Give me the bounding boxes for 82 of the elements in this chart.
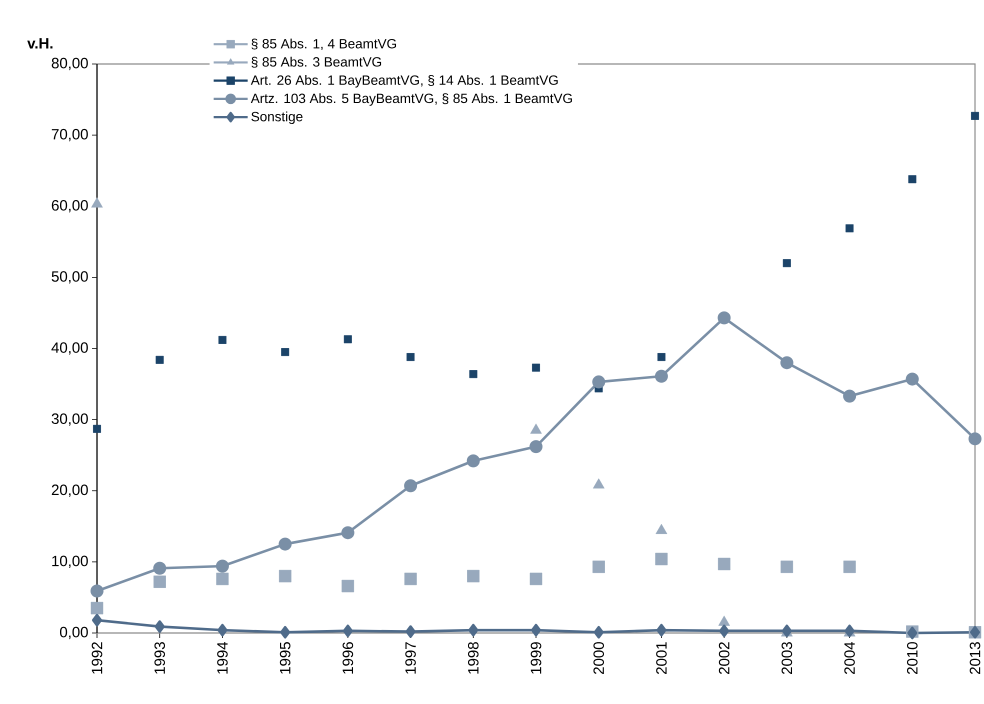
y-tick-label: 60,00 [52,200,88,212]
point [154,620,165,633]
point [466,454,480,468]
point [592,375,606,388]
point [280,626,290,639]
point [971,112,980,120]
y-tick-label: 10,00 [52,556,88,568]
x-tick-label: 2004 [844,642,855,674]
legend-label: Artz. 103 Abs. 5 BayBeamtVG, § 85 Abs. 1 BeamtVG [250,93,572,106]
x-tick-label: 2003 [782,642,792,674]
x-tick-label: 2013 [970,642,980,674]
point [342,624,353,638]
x-tick-label: 2000 [593,642,604,674]
point [406,625,416,638]
x-tick-label: 1994 [217,642,228,674]
point [218,336,226,344]
x-tick-label: 1992 [92,642,102,674]
point [344,335,352,344]
point [217,624,228,636]
point [467,570,480,582]
x-tick-label: 2001 [656,642,667,674]
point [843,390,856,403]
point [404,479,418,492]
y-tick-label: 0,00 [60,626,88,640]
point [657,353,666,362]
point [592,560,605,574]
point [718,558,730,570]
y-tick-label: 80,00 [52,58,88,70]
point [846,224,854,232]
x-tick-label: 1995 [280,642,290,674]
x-tick-label: 1997 [405,642,416,674]
point [341,526,354,540]
legend-label: Art. 26 Abs. 1 BayBeamtVG, § 14 Abs. 1 BeamtVG [250,75,558,88]
point [153,562,166,575]
point [968,432,982,446]
point [469,370,478,378]
point [342,580,354,592]
x-tick-label: 2002 [718,642,730,674]
point [93,424,102,433]
point [156,356,164,364]
point [278,538,292,551]
point [656,624,666,636]
y-tick-label: 40,00 [51,342,88,355]
x-tick-label: 1996 [342,642,354,674]
point [594,626,604,639]
y-tick-label: 70,00 [52,128,88,142]
y-axis-title: v.H. [27,38,52,48]
x-tick-label: 2010 [907,642,918,674]
point [530,572,542,586]
y-tick-label: 30,00 [52,413,88,426]
legend-label: § 85 Abs. 1, 4 BeamtVG [252,38,396,50]
point [406,353,415,362]
legend-label: § 85 Abs. 3 BeamtVG [252,56,382,68]
point [718,311,731,324]
point [278,570,292,582]
x-tick-label: 1999 [530,642,542,674]
point [530,440,543,454]
x-tick-label: 1993 [154,642,166,674]
point [281,348,290,356]
y-tick-label: 50,00 [52,271,88,284]
point [655,552,668,566]
x-tick-label: 1998 [468,642,479,674]
point [92,614,102,626]
point [654,370,668,383]
point [532,364,540,372]
point [719,624,730,638]
point [216,572,229,586]
point [530,624,542,636]
point [782,259,791,268]
point [404,572,417,586]
point [154,576,166,588]
legend-label: Sonstige [251,111,303,124]
point [468,624,478,636]
point [90,602,104,614]
point [780,560,794,574]
point [780,356,794,370]
point [906,372,919,386]
point [908,175,916,184]
point [216,560,229,573]
point [843,560,856,574]
y-tick-label: 20,00 [52,484,88,497]
point [90,584,104,598]
